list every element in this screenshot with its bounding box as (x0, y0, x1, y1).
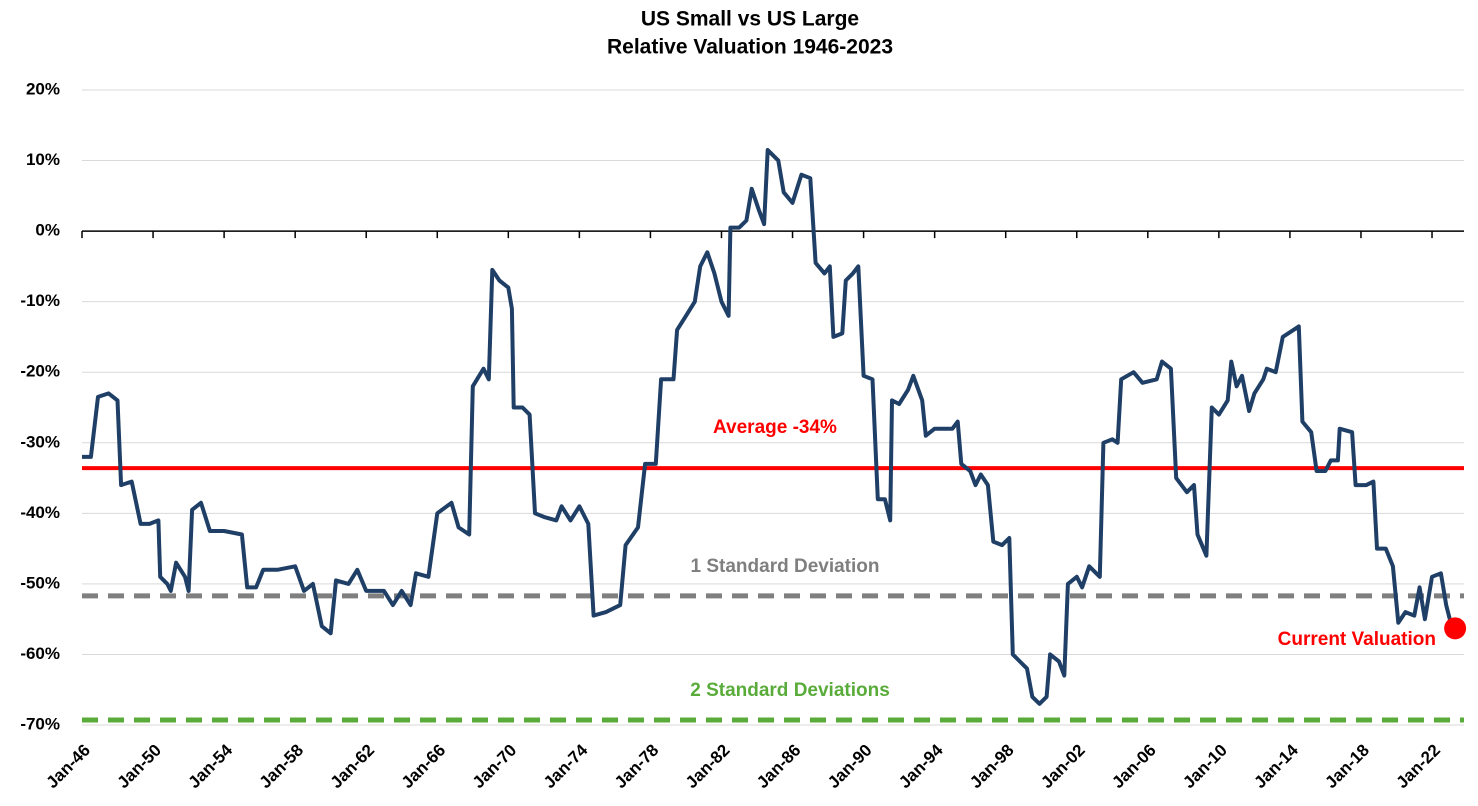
x-tick-label: Jan-74 (540, 740, 592, 792)
y-tick-label: -40% (20, 503, 60, 522)
x-tick-label: Jan-46 (42, 741, 94, 793)
y-tick-label: 20% (26, 79, 60, 98)
x-tick-label: Jan-54 (185, 740, 237, 792)
x-tick-label: Jan-94 (895, 740, 947, 792)
x-tick-label: Jan-58 (256, 741, 308, 793)
data-line (82, 148, 1454, 706)
x-tick-label: Jan-06 (1108, 741, 1160, 793)
reference-label: Average -34% (713, 417, 837, 438)
chart-subtitle: Relative Valuation 1946-2023 (607, 36, 893, 59)
y-tick-label: -10% (20, 291, 60, 310)
x-tick-label: Jan-90 (824, 741, 876, 793)
x-tick-label: Jan-66 (398, 741, 450, 793)
y-tick-label: -30% (20, 432, 60, 451)
x-tick-label: Jan-98 (966, 741, 1018, 793)
marker-label: Current Valuation (1278, 629, 1436, 650)
x-tick-label: Jan-50 (114, 741, 166, 793)
x-tick-label: Jan-62 (327, 741, 379, 793)
x-tick-label: Jan-18 (1321, 741, 1373, 793)
x-tick-label: Jan-78 (611, 741, 663, 793)
y-tick-label: -60% (20, 644, 60, 663)
y-tick-label: -20% (20, 362, 60, 381)
x-tick-label: Jan-22 (1392, 741, 1444, 793)
y-tick-label: 0% (35, 221, 60, 240)
x-tick-label: Jan-10 (1179, 741, 1231, 793)
x-tick-label: Jan-02 (1037, 741, 1089, 793)
x-tick-label: Jan-82 (682, 741, 734, 793)
chart-title: US Small vs US Large (641, 8, 859, 31)
reference-label: 2 Standard Deviations (690, 680, 890, 701)
y-tick-label: 10% (26, 150, 60, 169)
x-tick-label: Jan-14 (1250, 740, 1302, 792)
y-tick-label: -50% (20, 573, 60, 592)
y-tick-label: -70% (20, 714, 60, 733)
x-tick-label: Jan-70 (469, 741, 521, 793)
current-marker (1444, 617, 1467, 640)
x-tick-label: Jan-86 (753, 741, 805, 793)
reference-label: 1 Standard Deviation (691, 556, 880, 577)
